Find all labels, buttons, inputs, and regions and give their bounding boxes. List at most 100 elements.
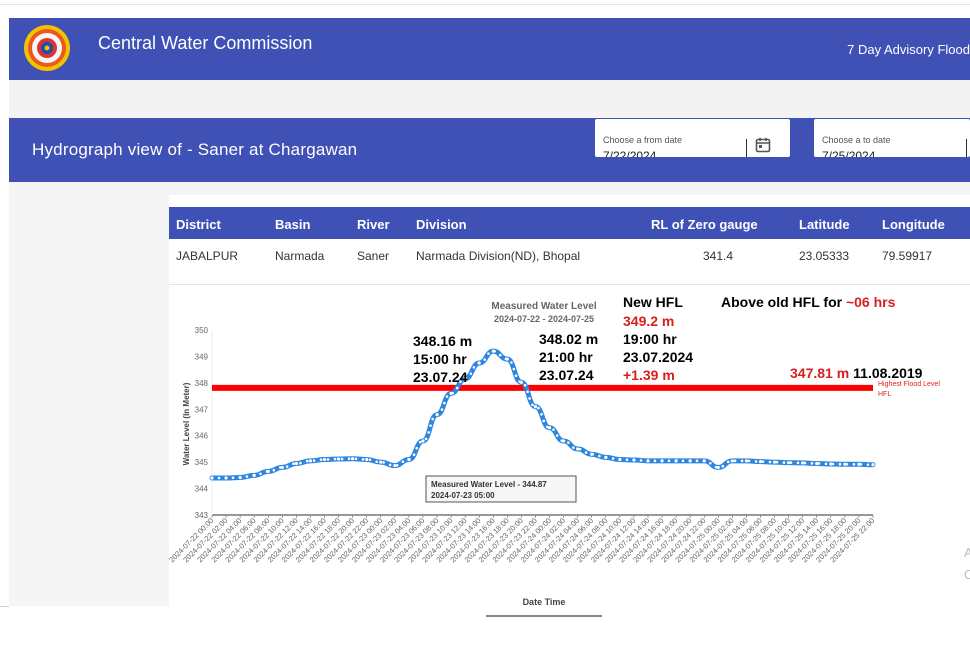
data-point[interactable] xyxy=(660,459,664,463)
legend-box-edge xyxy=(486,615,602,617)
data-point[interactable] xyxy=(224,476,228,480)
series-marker xyxy=(782,461,786,464)
to-date-divider xyxy=(966,139,967,157)
series-marker xyxy=(866,463,870,466)
series-marker xyxy=(347,457,351,461)
from-date-input[interactable]: 7/22/2024 xyxy=(603,149,657,157)
series-marker xyxy=(761,460,765,463)
y-tick-label: 349 xyxy=(195,352,209,361)
offscreen-fragment-2: C xyxy=(964,567,970,582)
series-marker xyxy=(424,437,428,441)
data-point[interactable] xyxy=(393,463,397,468)
data-point[interactable] xyxy=(210,476,214,480)
data-point[interactable] xyxy=(772,460,777,464)
data-point[interactable] xyxy=(604,455,608,459)
data-point[interactable] xyxy=(351,457,355,461)
data-point[interactable] xyxy=(519,380,524,384)
data-point[interactable] xyxy=(294,461,298,466)
data-point[interactable] xyxy=(477,361,481,365)
to-date-picker[interactable]: Choose a to date 7/25/2024 xyxy=(814,119,970,157)
data-point[interactable] xyxy=(365,457,369,462)
data-point[interactable] xyxy=(590,452,594,456)
old-hfl-date: 11.08.2019 xyxy=(853,365,923,381)
series-marker xyxy=(653,459,657,463)
series-marker xyxy=(418,440,422,444)
series-marker xyxy=(431,417,435,421)
series-marker xyxy=(775,460,779,464)
calendar-icon[interactable] xyxy=(755,137,771,153)
above-old-hfl-duration: ~06 hrs xyxy=(846,294,896,310)
cell-basin: Narmada xyxy=(275,249,325,263)
data-point[interactable] xyxy=(379,460,383,464)
data-point[interactable] xyxy=(702,459,706,463)
data-point[interactable] xyxy=(801,461,805,465)
series-marker xyxy=(285,465,289,468)
data-point[interactable] xyxy=(744,459,749,463)
left-pane xyxy=(9,182,169,606)
to-date-input[interactable]: 7/25/2024 xyxy=(822,149,876,157)
annotation-new-hfl: New HFL 349.2 m 19:00 hr 23.07.2024 +1.3… xyxy=(623,294,693,383)
data-point[interactable] xyxy=(646,459,650,463)
data-point[interactable] xyxy=(576,447,580,451)
data-point[interactable] xyxy=(308,459,313,463)
data-point[interactable] xyxy=(632,458,636,462)
data-point[interactable] xyxy=(688,459,692,463)
data-point[interactable] xyxy=(421,439,425,443)
series-marker xyxy=(810,462,814,465)
hfl-short-label: HFL xyxy=(878,391,891,398)
series-marker xyxy=(709,461,712,465)
data-point[interactable] xyxy=(336,457,341,461)
series-marker xyxy=(427,431,431,434)
new-hfl-date: 23.07.2024 xyxy=(623,349,693,365)
annotation-rise-date: 23.07.24 xyxy=(413,369,468,385)
data-point[interactable] xyxy=(561,439,566,443)
data-point[interactable] xyxy=(618,457,622,462)
data-point[interactable] xyxy=(280,465,284,470)
series-marker xyxy=(382,461,385,464)
col-latitude: Latitude xyxy=(799,217,850,232)
series-marker xyxy=(459,380,462,384)
data-point[interactable] xyxy=(716,465,720,470)
page-title: Hydrograph view of - Saner at Chargawan xyxy=(32,140,358,159)
data-point[interactable] xyxy=(843,462,847,466)
data-point[interactable] xyxy=(322,457,327,462)
data-point[interactable] xyxy=(252,473,256,477)
advisory-link[interactable]: 7 Day Advisory Flood xyxy=(847,42,970,57)
series-marker xyxy=(552,428,555,431)
col-basin: Basin xyxy=(275,217,311,232)
data-point[interactable] xyxy=(463,377,467,381)
above-old-hfl-prefix: Above old HFL for xyxy=(721,294,846,310)
cell-latitude: 23.05333 xyxy=(799,249,850,263)
data-point[interactable] xyxy=(547,426,552,430)
y-tick-label: 343 xyxy=(195,511,209,520)
data-point[interactable] xyxy=(829,462,833,466)
y-tick-label: 346 xyxy=(195,432,209,441)
data-point[interactable] xyxy=(266,469,270,473)
series-marker xyxy=(395,464,399,467)
data-point[interactable] xyxy=(758,460,763,464)
data-point[interactable] xyxy=(407,457,411,462)
data-point[interactable] xyxy=(449,391,453,396)
data-point[interactable] xyxy=(238,475,242,480)
series-marker xyxy=(572,446,575,449)
series-marker xyxy=(415,446,419,450)
series-marker xyxy=(768,460,772,464)
cell-division: Narmada Division(ND), Bhopal xyxy=(416,249,581,263)
from-date-picker[interactable]: Choose a from date 7/22/2024 xyxy=(595,119,790,157)
data-point[interactable] xyxy=(730,459,734,463)
series-marker xyxy=(401,460,405,463)
old-hfl-note: 347.81 m 11.08.2019 xyxy=(790,365,923,381)
data-point[interactable] xyxy=(435,412,439,417)
data-point[interactable] xyxy=(871,463,875,467)
series-marker xyxy=(259,472,262,476)
series-marker xyxy=(681,459,685,463)
data-point[interactable] xyxy=(857,462,861,466)
data-point[interactable] xyxy=(491,349,495,353)
data-point[interactable] xyxy=(787,461,791,465)
data-point[interactable] xyxy=(815,461,819,466)
data-point[interactable] xyxy=(505,357,509,361)
data-point[interactable] xyxy=(674,459,678,463)
series-marker xyxy=(368,458,372,462)
data-point[interactable] xyxy=(533,405,538,409)
